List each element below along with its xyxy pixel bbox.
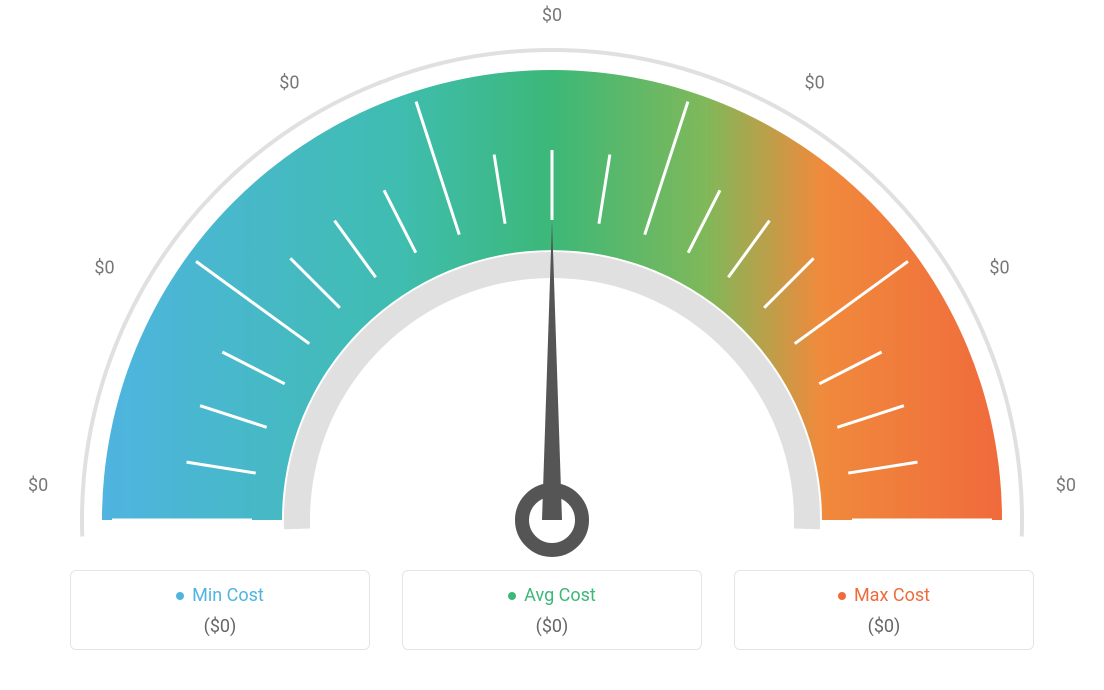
svg-text:$0: $0 bbox=[28, 475, 48, 496]
legend-value-avg: ($0) bbox=[413, 616, 691, 637]
legend-title-max: Max Cost bbox=[745, 585, 1023, 606]
svg-text:$0: $0 bbox=[805, 73, 825, 94]
legend-dot-max bbox=[838, 592, 846, 600]
legend-label-max: Max Cost bbox=[854, 585, 930, 606]
legend-row: Min Cost ($0) Avg Cost ($0) Max Cost ($0… bbox=[0, 570, 1104, 650]
svg-text:$0: $0 bbox=[279, 73, 299, 94]
legend-card-avg: Avg Cost ($0) bbox=[402, 570, 702, 650]
gauge-chart: $0 $0 $0 $0 $0 $0 $0 bbox=[0, 0, 1104, 560]
legend-title-avg: Avg Cost bbox=[413, 585, 691, 606]
svg-text:$0: $0 bbox=[989, 258, 1009, 279]
legend-value-min: ($0) bbox=[81, 616, 359, 637]
legend-dot-min bbox=[176, 592, 184, 600]
legend-card-min: Min Cost ($0) bbox=[70, 570, 370, 650]
legend-value-max: ($0) bbox=[745, 616, 1023, 637]
svg-text:$0: $0 bbox=[94, 258, 114, 279]
legend-title-min: Min Cost bbox=[81, 585, 359, 606]
legend-dot-avg bbox=[508, 592, 516, 600]
cost-gauge-widget: $0 $0 $0 $0 $0 $0 $0 Min Cost ($0) Avg Cost ($… bbox=[0, 0, 1104, 690]
svg-text:$0: $0 bbox=[1056, 475, 1076, 496]
svg-text:$0: $0 bbox=[542, 5, 562, 26]
legend-label-avg: Avg Cost bbox=[524, 585, 596, 606]
legend-card-max: Max Cost ($0) bbox=[734, 570, 1034, 650]
gauge-svg: $0 $0 $0 $0 $0 $0 $0 bbox=[0, 0, 1104, 560]
legend-label-min: Min Cost bbox=[192, 585, 264, 606]
